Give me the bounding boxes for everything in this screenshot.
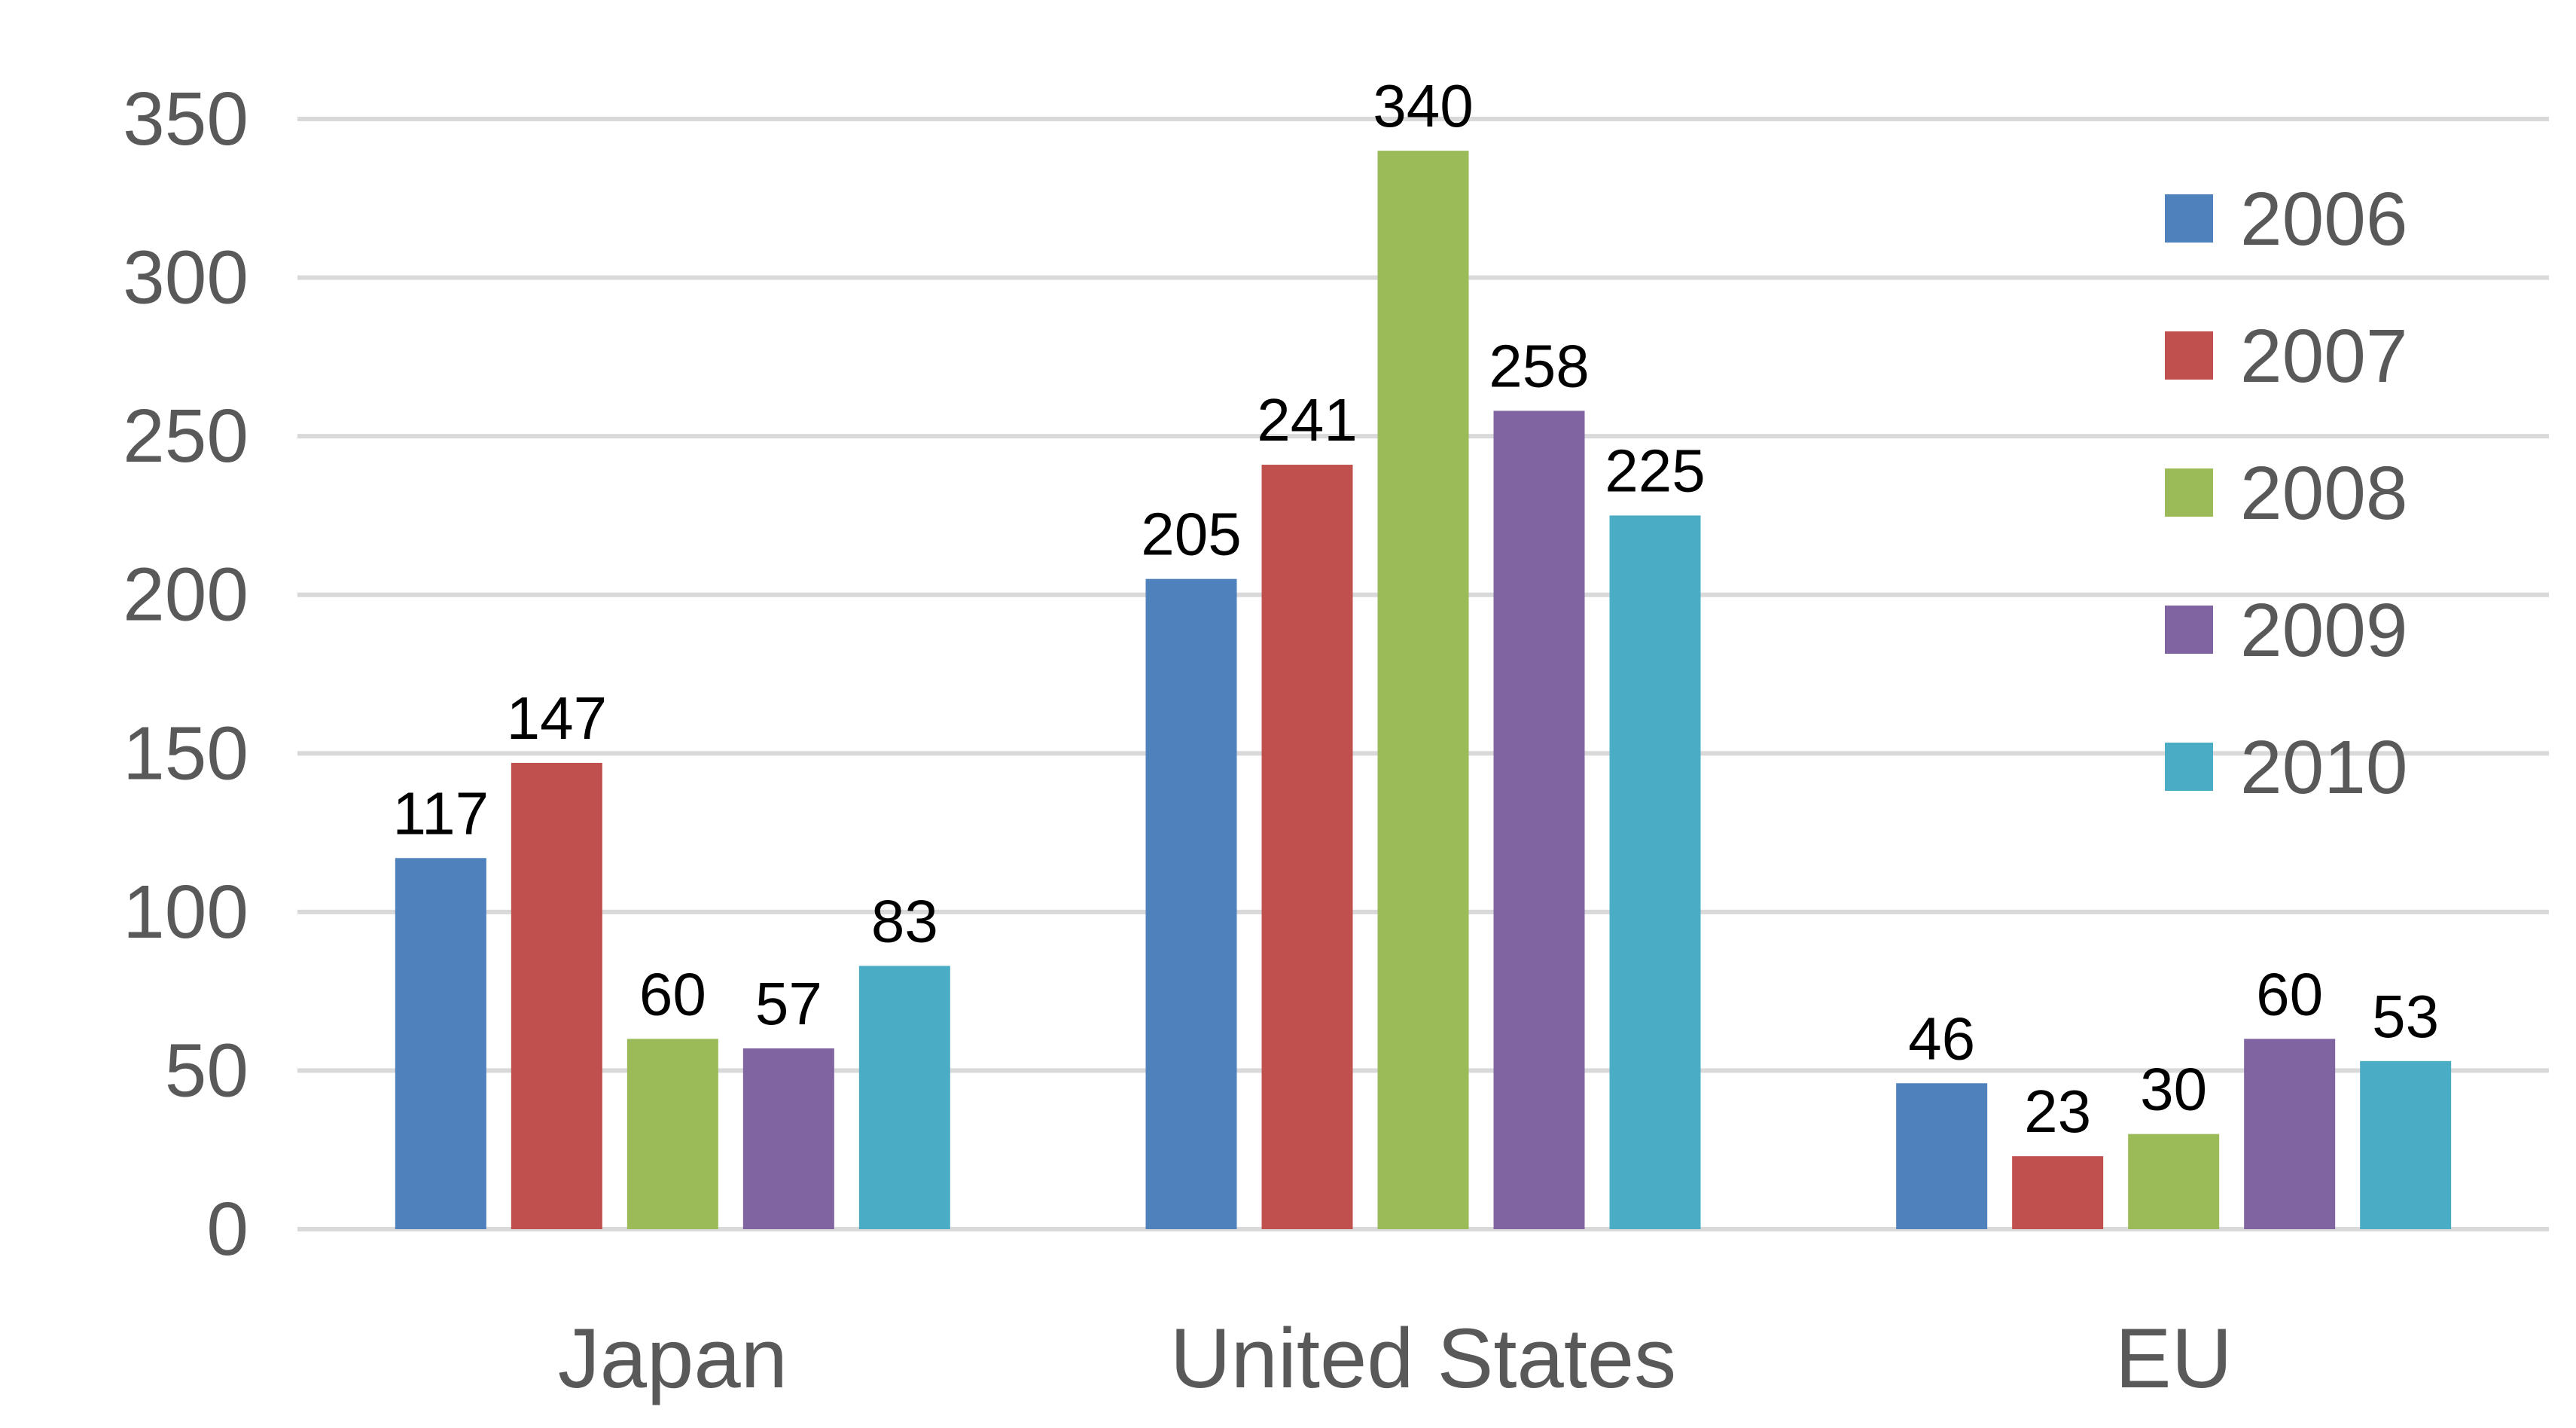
y-tick-label: 100 [123, 870, 248, 954]
data-label: 60 [639, 960, 706, 1027]
y-tick-label: 300 [123, 236, 248, 320]
bar [1377, 151, 1469, 1230]
legend-swatch [2165, 331, 2213, 380]
data-label: 225 [1605, 437, 1705, 504]
y-tick-label: 150 [123, 711, 248, 795]
bar [1609, 515, 1701, 1229]
data-label: 117 [393, 780, 489, 847]
data-label: 60 [2256, 960, 2323, 1027]
data-label: 57 [755, 970, 822, 1037]
bar [395, 858, 486, 1229]
y-tick-label: 350 [123, 77, 248, 161]
legend-label: 2008 [2240, 451, 2407, 536]
data-label: 205 [1141, 501, 1241, 568]
legend-label: 2010 [2240, 725, 2407, 810]
y-tick-label: 50 [165, 1028, 248, 1112]
bar [2360, 1060, 2452, 1229]
legend-label: 2006 [2240, 177, 2407, 261]
y-tick-label: 200 [123, 553, 248, 637]
legend: 2006 2007 2008 2009 2010 [2165, 177, 2407, 810]
bar [626, 1039, 718, 1229]
x-category-label: EU [2115, 1311, 2233, 1405]
legend-swatch [2165, 194, 2213, 243]
y-tick-label: 0 [206, 1187, 248, 1271]
x-axis-categories: Japan United States EU [558, 1311, 2233, 1405]
legend-swatch [2165, 468, 2213, 517]
bar [511, 762, 602, 1229]
bars [395, 151, 2452, 1230]
x-category-label: Japan [558, 1311, 788, 1405]
bar [1896, 1083, 1988, 1229]
data-label: 340 [1373, 72, 1473, 139]
bar [1493, 410, 1585, 1229]
x-category-label: United States [1170, 1311, 1676, 1405]
data-label: 23 [2024, 1078, 2091, 1145]
legend-label: 2007 [2240, 314, 2407, 398]
y-axis-ticks: 0 50 100 150 200 250 300 350 [123, 77, 248, 1271]
data-label: 241 [1257, 386, 1357, 453]
legend-label: 2009 [2240, 588, 2407, 673]
y-tick-label: 250 [123, 394, 248, 478]
bar [742, 1048, 834, 1229]
bar [1261, 465, 1353, 1229]
bar [858, 966, 950, 1229]
data-label: 30 [2140, 1056, 2207, 1123]
data-label: 53 [2372, 983, 2439, 1050]
data-label: 147 [507, 685, 607, 752]
bar [1145, 578, 1237, 1229]
data-label: 83 [871, 887, 938, 954]
legend-swatch [2165, 606, 2213, 654]
legend-swatch [2165, 743, 2213, 791]
bar [2244, 1039, 2336, 1229]
data-label: 46 [1908, 1005, 1975, 1072]
bar [2128, 1134, 2220, 1229]
bar [2012, 1156, 2104, 1229]
data-label: 258 [1489, 332, 1589, 399]
